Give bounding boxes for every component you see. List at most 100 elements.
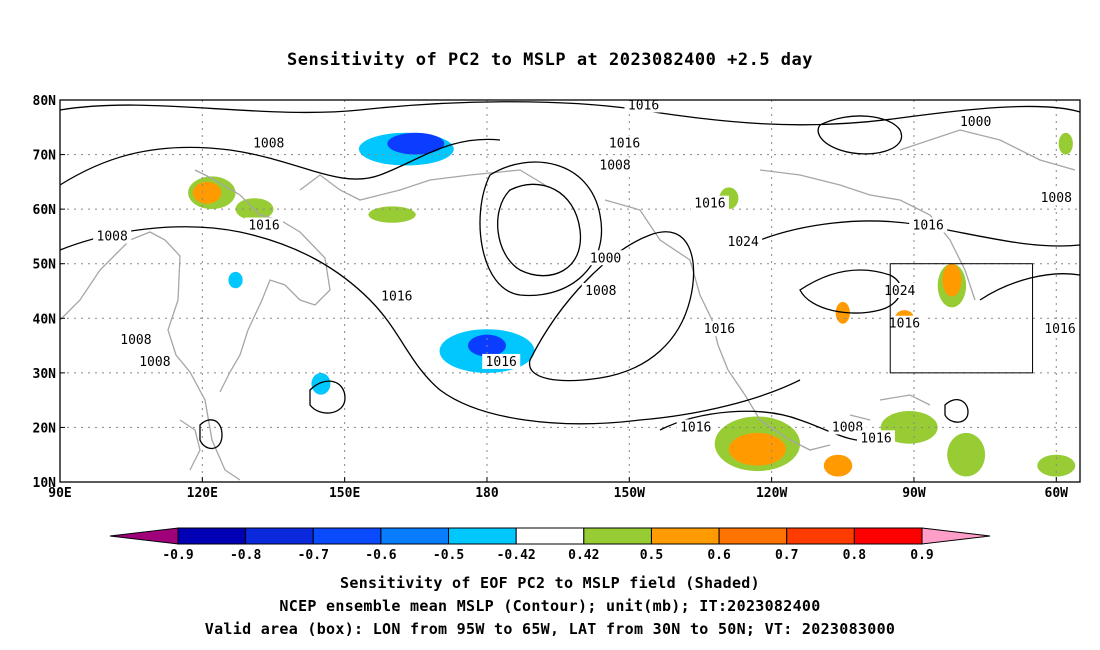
shaded-patch-17 xyxy=(823,454,853,477)
coastline-islands xyxy=(179,394,931,471)
mslp-contours xyxy=(59,101,1081,450)
lon-label-2: 150E xyxy=(329,486,360,501)
lon-label-7: 60W xyxy=(1045,486,1069,501)
valid-area-box xyxy=(889,263,1034,374)
contour-label-19: 1008 xyxy=(139,355,170,370)
map-frame xyxy=(59,99,1081,483)
shaded-patch-5 xyxy=(368,206,416,223)
lon-label-5: 120W xyxy=(756,486,787,501)
lon-label-1: 120E xyxy=(187,486,218,501)
lat-label-3: 40N xyxy=(33,312,57,327)
chart-title: Sensitivity of PC2 to MSLP at 2023082400… xyxy=(286,50,813,70)
contour-label-3: 1008 xyxy=(599,158,630,173)
contour-label-bg-8 xyxy=(909,217,948,233)
contour-label-bg-20 xyxy=(482,353,521,369)
lat-label-7: 80N xyxy=(33,94,57,109)
contour-label-9: 1008 xyxy=(97,229,128,244)
contour-label-18: 1008 xyxy=(120,333,151,348)
contour-label-14: 1016 xyxy=(381,289,412,304)
lat-label-5: 60N xyxy=(33,203,57,218)
contour-label-bg-15 xyxy=(885,315,924,331)
contour-1016-north xyxy=(59,101,1081,126)
lon-label-3: 180 xyxy=(475,486,499,501)
contour-label-17: 1016 xyxy=(1044,322,1075,337)
lon-label-4: 150W xyxy=(614,486,645,501)
contour-label-bg-7 xyxy=(245,217,283,233)
contour-label-bg-12 xyxy=(581,283,620,298)
contour-label-bg-10 xyxy=(724,233,763,249)
shaded-patch-11 xyxy=(728,432,786,466)
contour-label-bg-3 xyxy=(596,157,635,173)
contour-label-bg-2 xyxy=(605,135,644,151)
contour-label-7: 1016 xyxy=(248,219,279,234)
contour-label-10: 1024 xyxy=(728,235,759,250)
contour-label-1: 1008 xyxy=(253,137,284,152)
contour-label-bg-5 xyxy=(690,195,729,211)
longitude-labels: 90E 120E 150E 180 150W 120W 90W 60W xyxy=(48,477,1068,501)
contour-label-bg-6 xyxy=(1037,190,1076,206)
contour-label-12: 1008 xyxy=(585,284,616,299)
contour-label-4: 1000 xyxy=(960,115,991,130)
contour-label-bg-4 xyxy=(956,113,995,129)
contour-label-13: 1024 xyxy=(884,284,915,299)
contour-1008-south-pacific xyxy=(659,410,881,442)
contour-label-11: 1000 xyxy=(590,251,621,266)
contour-label-bg-17 xyxy=(1041,321,1079,337)
valid-box-rect xyxy=(889,263,1034,374)
lat-label-4: 50N xyxy=(33,258,57,273)
lon-label-6: 90W xyxy=(902,486,926,501)
contour-1000-arctic xyxy=(817,115,903,155)
shaded-patch-4 xyxy=(387,132,445,155)
contour-label-21: 1016 xyxy=(680,420,711,435)
contour-1024-high xyxy=(529,231,695,382)
lat-label-2: 30N xyxy=(33,367,57,382)
contour-label-22: 1008 xyxy=(832,420,863,435)
contour-label-5: 1016 xyxy=(694,197,725,212)
contour-1000-low xyxy=(497,183,582,277)
contour-1016-atlantic xyxy=(979,273,1081,301)
contour-label-0: 1016 xyxy=(628,98,659,113)
contour-label-bg-0 xyxy=(624,97,663,113)
contour-label-bg-1 xyxy=(249,135,288,151)
contour-label-bg-16 xyxy=(700,321,739,337)
contour-label-bg-18 xyxy=(116,332,155,348)
contour-1016-west xyxy=(59,226,801,425)
lat-label-6: 70N xyxy=(33,149,57,164)
contour-label-2: 1016 xyxy=(609,137,640,152)
contour-label-bg-21 xyxy=(676,419,715,435)
contour-label-6: 1008 xyxy=(1041,191,1072,206)
shaded-patch-8 xyxy=(228,271,243,289)
contour-1008-northwest xyxy=(59,138,501,186)
contour-label-8: 1016 xyxy=(913,219,944,234)
contour-1008-low xyxy=(479,161,603,297)
shaded-patch-16 xyxy=(947,432,986,477)
shaded-patch-1 xyxy=(192,181,222,204)
contour-label-15: 1016 xyxy=(889,317,920,332)
shaded-patch-9 xyxy=(311,372,331,395)
coastlines xyxy=(59,129,1076,481)
caption-valid-area: Valid area (box): LON from 95W to 65W, L… xyxy=(204,620,896,638)
contour-small-2 xyxy=(199,419,223,450)
sensitivity-shading xyxy=(188,132,1076,477)
contour-label-16: 1016 xyxy=(704,322,735,337)
lat-label-0: 10N xyxy=(33,476,57,491)
shaded-patch-19 xyxy=(1058,132,1073,155)
contour-small-3 xyxy=(944,399,969,423)
coastline-north-america xyxy=(604,129,1076,451)
caption-contour: NCEP ensemble mean MSLP (Contour); unit(… xyxy=(279,597,821,615)
contour-small-1 xyxy=(309,380,346,414)
contour-label-bg-19 xyxy=(135,353,174,369)
contour-label-bg-9 xyxy=(93,228,132,244)
coastline-asia xyxy=(59,169,546,481)
latitude-labels: 10N 20N 30N 40N 50N 60N 70N 80N xyxy=(33,94,65,491)
lat-label-1: 20N xyxy=(33,421,57,436)
contour-label-bg-23 xyxy=(857,430,895,446)
lon-label-0: 90E xyxy=(48,486,71,501)
shaded-patch-13 xyxy=(942,263,962,297)
contour-label-23: 1016 xyxy=(860,431,891,446)
contour-label-bg-14 xyxy=(377,288,416,304)
contour-label-bg-11 xyxy=(586,250,625,266)
caption-shading: Sensitivity of EOF PC2 to MSLP field (Sh… xyxy=(340,574,760,592)
